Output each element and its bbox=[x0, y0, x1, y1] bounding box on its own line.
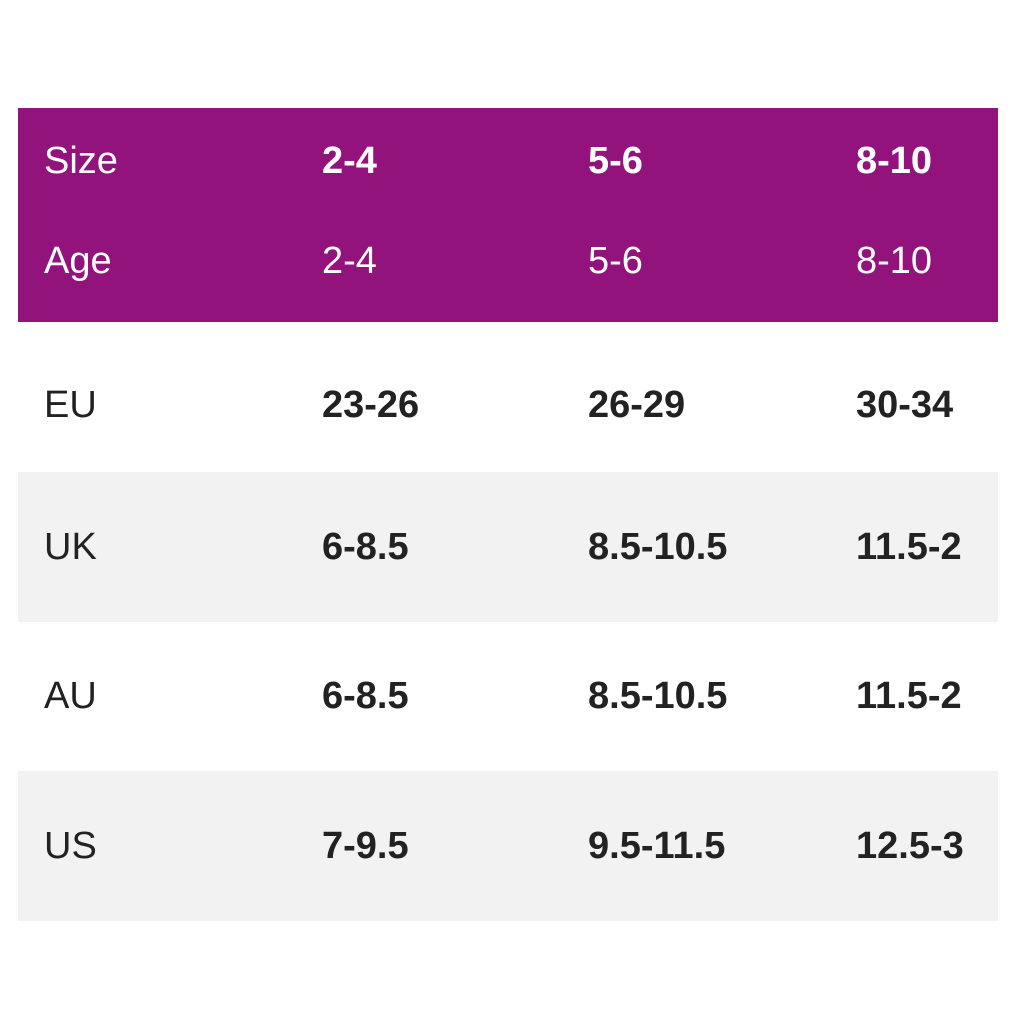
table-cell: 12.5-3 bbox=[856, 824, 964, 867]
table-cell: 11.5-2 bbox=[856, 525, 962, 568]
table-header: Size 2-4 5-6 8-10 Age 2-4 5-6 8-10 bbox=[18, 108, 998, 322]
table-cell: UK bbox=[44, 525, 97, 568]
header-cell: 5-6 bbox=[588, 139, 643, 182]
header-cell: Age bbox=[44, 239, 112, 282]
row-content: US 7-9.5 9.5-11.5 12.5-3 bbox=[18, 796, 998, 896]
row-content: UK 6-8.5 8.5-10.5 11.5-2 bbox=[18, 497, 998, 597]
table-row: AU 6-8.5 8.5-10.5 11.5-2 bbox=[18, 621, 998, 771]
table-cell: 9.5-11.5 bbox=[588, 824, 726, 867]
table-row: US 7-9.5 9.5-11.5 12.5-3 bbox=[18, 771, 998, 921]
table-cell: 23-26 bbox=[322, 383, 420, 426]
table-cell: 11.5-2 bbox=[856, 674, 962, 717]
row-content: EU 23-26 26-29 30-34 bbox=[18, 355, 998, 455]
header-row: Age 2-4 5-6 8-10 bbox=[18, 211, 998, 311]
table-cell: 26-29 bbox=[588, 383, 686, 426]
table-row: UK 6-8.5 8.5-10.5 11.5-2 bbox=[18, 472, 998, 622]
header-cell: 8-10 bbox=[856, 239, 933, 282]
table-cell: 30-34 bbox=[856, 383, 954, 426]
table-cell: 7-9.5 bbox=[322, 824, 409, 867]
table-cell: 8.5-10.5 bbox=[588, 525, 728, 568]
table-cell: AU bbox=[44, 674, 97, 717]
table-row: EU 23-26 26-29 30-34 bbox=[18, 330, 998, 480]
table-cell: 6-8.5 bbox=[322, 674, 409, 717]
table-cell: EU bbox=[44, 383, 97, 426]
header-cell: 5-6 bbox=[588, 239, 643, 282]
table-cell: 6-8.5 bbox=[322, 525, 409, 568]
header-cell: 8-10 bbox=[856, 139, 933, 182]
table-cell: 8.5-10.5 bbox=[588, 674, 728, 717]
header-row: Size 2-4 5-6 8-10 bbox=[18, 111, 998, 211]
table-cell: US bbox=[44, 824, 97, 867]
header-cell: Size bbox=[44, 139, 118, 182]
header-cell: 2-4 bbox=[322, 139, 377, 182]
header-cell: 2-4 bbox=[322, 239, 377, 282]
row-content: AU 6-8.5 8.5-10.5 11.5-2 bbox=[18, 646, 998, 746]
